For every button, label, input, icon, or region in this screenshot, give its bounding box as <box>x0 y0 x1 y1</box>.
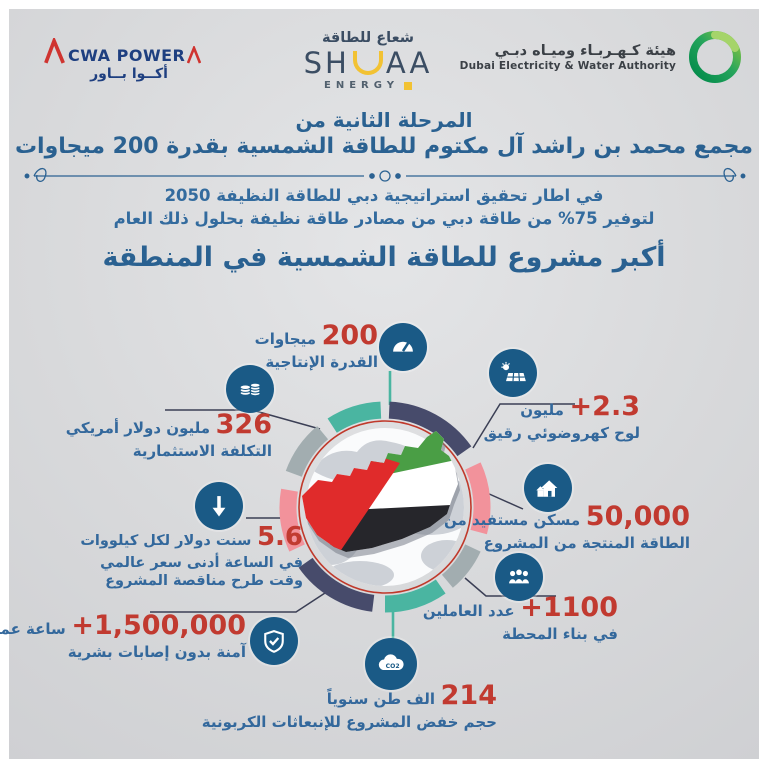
solar-panel-icon <box>489 349 537 397</box>
title-line2: مجمع محمد بن راشد آل مكتوم للطاقة الشمسي… <box>14 134 754 159</box>
stat-emissions: 214 الف طن سنوياً حجم خفض المشروع للإنبع… <box>201 680 497 732</box>
dewa-logo: هيئة كـهـربـاء وميـاه دبـي Dubai Electri… <box>460 28 744 86</box>
stat-value: +1,500,000 <box>71 610 246 641</box>
acwa-red-swoosh <box>187 46 202 64</box>
stat-capacity: 200 ميجاوات القدرة الإنتاجية <box>254 320 378 372</box>
stat-value: +2.3 <box>569 391 640 422</box>
stat-label: حجم خفض المشروع للإنبعاثات الكربونية <box>201 713 497 731</box>
stat-safe-hours: +1,500,000 ساعة عمل آمنة بدون إصابات بشر… <box>0 610 246 662</box>
stat-value: 326 <box>215 409 272 440</box>
stat-unit: سنت دولار لكل كيلووات <box>80 533 252 549</box>
stat-unit: ميجاوات <box>254 330 317 348</box>
stat-label: الطاقة المنتجة من المشروع <box>483 534 690 552</box>
dewa-english-text: Dubai Electricity & Water Authority <box>459 60 676 72</box>
stat-value: 200 <box>321 320 378 351</box>
dewa-circle-mark <box>689 31 741 83</box>
price-down-arrow-icon <box>195 482 243 530</box>
stat-unit: مليون <box>520 401 564 419</box>
shuaa-sh-text: SH <box>303 46 350 80</box>
yellow-square-icon <box>403 81 412 90</box>
svg-text:CO2: CO2 <box>386 663 400 670</box>
stat-label: وقت طرح مناقصة المشروع <box>105 573 303 589</box>
poster-background <box>9 9 759 759</box>
stat-unit: ساعة عمل <box>0 620 66 638</box>
co2-cloud-icon: CO2 <box>365 638 417 690</box>
stat-unit: مسكن مستفيد من <box>443 511 581 529</box>
shuaa-aa-text: AA <box>385 46 433 80</box>
shuaa-energy-text: ENERGY <box>324 80 399 91</box>
stat-value: 214 <box>440 680 497 711</box>
stat-workers: +1100 عدد العاملين في بناء المحطة <box>422 592 618 644</box>
stat-unit: الف طن سنوياً <box>326 690 436 708</box>
stat-label: القدرة الإنتاجية <box>265 353 378 371</box>
acwa-latin-text: CWA POWER <box>68 46 186 65</box>
subtitle-line2: لتوفير 75% من طاقة دبي من مصادر طاقة نظي… <box>113 209 655 228</box>
shuaa-arabic-text: شعاع للطاقة <box>321 30 415 46</box>
safety-shield-icon <box>250 617 298 665</box>
sun-arc-icon <box>352 51 383 75</box>
acwa-arabic-text: أكــوا بــاور <box>90 66 168 82</box>
stat-label: التكلفة الاستثمارية <box>132 442 272 460</box>
stat-unit: عدد العاملين <box>422 602 515 620</box>
shuaa-energy-logo: شعاع للطاقة SH AA ENERGY <box>288 30 448 91</box>
acwa-power-logo: CWA POWER أكــوا بــاور <box>44 38 214 82</box>
acwa-red-a-mark <box>44 38 65 64</box>
stat-unit: مليون دولار أمريكي <box>65 419 211 437</box>
stat-price: 5.6 سنت دولار لكل كيلووات في الساعة أدنى… <box>80 524 303 590</box>
stat-label: آمنة بدون إصابات بشرية <box>67 643 246 661</box>
headline: أكبر مشروع للطاقة الشمسية في المنطقة <box>102 242 666 273</box>
stat-value: 50,000 <box>585 501 690 532</box>
stat-label: لوح كهروضوئي رقيق <box>483 424 640 442</box>
stat-label: في الساعة أدنى سعر عالمي <box>100 555 303 571</box>
coins-icon <box>226 365 274 413</box>
stat-investment: 326 مليون دولار أمريكي التكلفة الاستثمار… <box>65 409 272 461</box>
dewa-arabic-text: هيئة كـهـربـاء وميـاه دبـي <box>494 43 676 59</box>
stat-label: في بناء المحطة <box>502 625 618 643</box>
stat-panels: +2.3 مليون لوح كهروضوئي رقيق <box>483 391 640 443</box>
stat-homes: 50,000 مسكن مستفيد من الطاقة المنتجة من … <box>443 501 690 553</box>
gauge-icon <box>379 323 427 371</box>
stat-value: 5.6 <box>256 522 303 552</box>
stat-value: +1100 <box>520 592 618 623</box>
house-icon <box>524 464 572 512</box>
title-line1: المرحلة الثانية من <box>295 108 473 132</box>
subtitle-line1: في اطار تحقيق استراتيجية دبي للطاقة النظ… <box>164 186 604 205</box>
